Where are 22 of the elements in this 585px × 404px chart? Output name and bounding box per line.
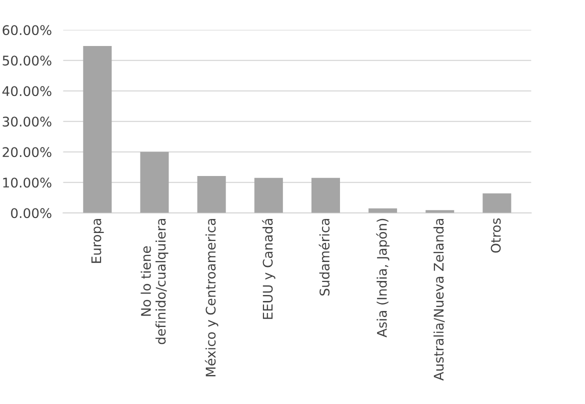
x-tick-label: Sudamérica	[318, 218, 330, 296]
x-tick-label: Otros	[490, 218, 501, 253]
x-tick-label: No lo tiene definido/cualquiera	[140, 218, 168, 344]
x-tick-label: Europa	[91, 218, 104, 263]
x-tick-label: EEUU y Canadá	[262, 218, 276, 319]
y-tick-label: 20.00%	[2, 147, 52, 158]
bar	[482, 193, 512, 213]
y-tick-label: 60.00%	[2, 25, 52, 36]
y-tick-label: 50.00%	[2, 56, 52, 66]
bar	[197, 176, 226, 213]
bar	[140, 152, 169, 213]
y-tick-label: 0.00%	[11, 208, 52, 218]
x-tick-label: Australia/Nueva Zelanda	[433, 218, 445, 381]
x-tick-label: Asia (India, Japón)	[376, 218, 390, 338]
y-tick-label: 30.00%	[2, 116, 52, 127]
y-tick-label: 10.00%	[3, 178, 52, 188]
bar	[83, 46, 112, 213]
bar	[254, 178, 283, 213]
bar	[426, 210, 454, 213]
y-tick-label: 40.00%	[2, 86, 52, 96]
bar	[311, 178, 340, 213]
x-tick-label: México y Centroamerica	[204, 218, 218, 376]
